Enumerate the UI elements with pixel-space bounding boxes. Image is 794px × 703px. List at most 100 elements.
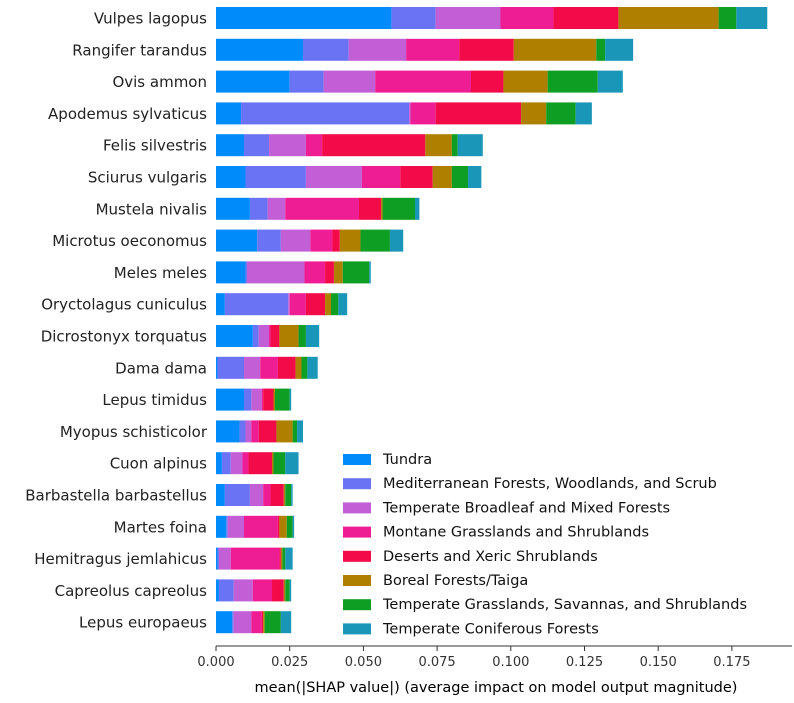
bar-segment-lepus-europaeus-temperate-coniferous-forests xyxy=(280,611,292,634)
y-tick-label-cuon-alpinus: Cuon alpinus xyxy=(110,455,207,473)
bar-segment-sciurus-vulgaris-boreal-forests-taiga xyxy=(432,166,452,188)
bar-segment-dama-dama-montane-grasslands-and-shrublands xyxy=(260,356,278,379)
bar-segment-capreolus-capreolus-mediterranean-forests-woodlands-and-scrub xyxy=(218,579,234,602)
bar-group-mustela-nivalis xyxy=(216,197,420,220)
x-tick-label: 0.000 xyxy=(197,655,234,670)
bar-group-oryctolagus-cuniculus xyxy=(216,293,348,316)
legend-item-tundra: Tundra xyxy=(343,452,432,468)
bar-segment-dama-dama-deserts-and-xeric-shrublands xyxy=(277,356,296,379)
legend-item-temperate-grasslands-savannas-and-shrublands: Temperate Grasslands, Savannas, and Shru… xyxy=(343,597,747,613)
x-tick-label: 0.025 xyxy=(271,655,308,670)
legend-label: Temperate Broadleaf and Mixed Forests xyxy=(382,500,670,516)
bar-segment-ovis-ammon-temperate-coniferous-forests xyxy=(597,70,623,93)
bar-segment-apodemus-sylvaticus-mediterranean-forests-woodlands-and-scrub xyxy=(241,102,410,125)
bar-segment-capreolus-capreolus-montane-grasslands-and-shrublands xyxy=(252,579,273,602)
bar-segment-barbastella-barbastellus-tundra xyxy=(216,484,225,506)
legend-swatch xyxy=(343,623,371,635)
bar-segment-oryctolagus-cuniculus-tundra xyxy=(216,293,225,316)
bar-group-cuon-alpinus xyxy=(216,452,299,475)
bar-segment-dicrostonyx-torquatus-temperate-broadleaf-and-mixed-forests xyxy=(258,325,270,347)
bar-segment-capreolus-capreolus-deserts-and-xeric-shrublands xyxy=(272,579,284,602)
bar-segment-mustela-nivalis-temperate-coniferous-forests xyxy=(414,197,420,220)
bar-segment-sciurus-vulgaris-deserts-and-xeric-shrublands xyxy=(400,166,433,188)
bar-segment-capreolus-capreolus-boreal-forests-taiga xyxy=(283,579,286,602)
plot-area xyxy=(216,7,768,634)
bar-segment-felis-silvestris-tundra xyxy=(216,134,245,157)
bar-segment-microtus-oeconomus-temperate-coniferous-forests xyxy=(389,229,404,252)
bar-segment-dama-dama-temperate-coniferous-forests xyxy=(307,356,318,379)
bar-segment-mustela-nivalis-mediterranean-forests-woodlands-and-scrub xyxy=(249,197,268,220)
bar-group-meles-meles xyxy=(216,261,371,284)
bar-group-barbastella-barbastellus xyxy=(216,484,293,506)
bar-segment-rangifer-tarandus-montane-grasslands-and-shrublands xyxy=(406,38,460,61)
y-tick-label-hemitragus-jemlahicus: Hemitragus jemlahicus xyxy=(34,550,207,568)
y-tick-label-barbastella-barbastellus: Barbastella barbastellus xyxy=(25,487,207,505)
bar-segment-meles-meles-boreal-forests-taiga xyxy=(333,261,343,284)
bar-segment-rangifer-tarandus-temperate-broadleaf-and-mixed-forests xyxy=(348,38,407,61)
bar-segment-rangifer-tarandus-mediterranean-forests-woodlands-and-scrub xyxy=(302,38,349,61)
bar-segment-rangifer-tarandus-boreal-forests-taiga xyxy=(513,38,597,61)
legend-item-mediterranean-forests-woodlands-and-scrub: Mediterranean Forests, Woodlands, and Sc… xyxy=(343,476,717,492)
bar-segment-rangifer-tarandus-temperate-grasslands-savannas-and-shrublands xyxy=(596,38,606,61)
bar-segment-rangifer-tarandus-deserts-and-xeric-shrublands xyxy=(459,38,514,61)
legend-swatch xyxy=(343,502,371,514)
bar-group-dama-dama xyxy=(216,356,318,379)
bar-segment-vulpes-lagopus-temperate-coniferous-forests xyxy=(736,7,768,29)
legend-label: Mediterranean Forests, Woodlands, and Sc… xyxy=(383,476,717,492)
legend-item-temperate-coniferous-forests: Temperate Coniferous Forests xyxy=(343,621,599,637)
bar-segment-vulpes-lagopus-mediterranean-forests-woodlands-and-scrub xyxy=(391,7,436,29)
y-tick-label-lepus-europaeus: Lepus europaeus xyxy=(79,614,207,632)
bar-segment-hemitragus-jemlahicus-boreal-forests-taiga xyxy=(280,547,283,570)
bar-segment-lepus-timidus-temperate-coniferous-forests xyxy=(289,388,292,411)
bar-segment-dicrostonyx-torquatus-boreal-forests-taiga xyxy=(279,325,299,347)
bar-group-myopus-schisticolor xyxy=(216,420,303,443)
bar-segment-meles-meles-temperate-coniferous-forests xyxy=(369,261,371,284)
bar-segment-martes-foina-deserts-and-xeric-shrublands xyxy=(277,515,280,538)
x-tick-label: 0.075 xyxy=(418,655,455,670)
bar-segment-lepus-europaeus-mediterranean-forests-woodlands-and-scrub xyxy=(232,611,234,634)
bar-segment-lepus-europaeus-temperate-broadleaf-and-mixed-forests xyxy=(233,611,252,634)
bar-segment-apodemus-sylvaticus-boreal-forests-taiga xyxy=(521,102,547,125)
bar-segment-martes-foina-temperate-broadleaf-and-mixed-forests xyxy=(227,515,244,538)
bar-segment-microtus-oeconomus-mediterranean-forests-woodlands-and-scrub xyxy=(257,229,281,252)
y-tick-label-capreolus-capreolus: Capreolus capreolus xyxy=(55,582,208,600)
bar-segment-ovis-ammon-mediterranean-forests-woodlands-and-scrub xyxy=(289,70,324,93)
y-tick-label-apodemus-sylvaticus: Apodemus sylvaticus xyxy=(48,105,207,123)
bar-group-dicrostonyx-torquatus xyxy=(216,325,320,347)
bar-segment-oryctolagus-cuniculus-temperate-broadleaf-and-mixed-forests xyxy=(288,293,290,316)
bar-segment-ovis-ammon-deserts-and-xeric-shrublands xyxy=(471,70,504,93)
bar-segment-vulpes-lagopus-temperate-broadleaf-and-mixed-forests xyxy=(435,7,501,29)
bar-segment-lepus-europaeus-deserts-and-xeric-shrublands xyxy=(261,611,264,634)
bar-segment-capreolus-capreolus-temperate-broadleaf-and-mixed-forests xyxy=(233,579,253,602)
bar-segment-meles-meles-montane-grasslands-and-shrublands xyxy=(304,261,326,284)
bar-segment-dicrostonyx-torquatus-temperate-grasslands-savannas-and-shrublands xyxy=(298,325,306,347)
bar-segment-apodemus-sylvaticus-montane-grasslands-and-shrublands xyxy=(410,102,436,125)
bar-segment-ovis-ammon-temperate-broadleaf-and-mixed-forests xyxy=(323,70,376,93)
bar-segment-martes-foina-temperate-coniferous-forests xyxy=(292,515,295,538)
legend-swatch xyxy=(343,478,371,490)
bar-segment-oryctolagus-cuniculus-temperate-coniferous-forests xyxy=(338,293,348,316)
bar-segment-felis-silvestris-deserts-and-xeric-shrublands xyxy=(322,134,426,157)
bar-segment-felis-silvestris-temperate-grasslands-savannas-and-shrublands xyxy=(451,134,458,157)
bar-segment-martes-foina-tundra xyxy=(216,515,227,538)
bar-segment-microtus-oeconomus-temperate-broadleaf-and-mixed-forests xyxy=(280,229,311,252)
bar-segment-cuon-alpinus-montane-grasslands-and-shrublands xyxy=(242,452,249,475)
bar-segment-mustela-nivalis-boreal-forests-taiga xyxy=(381,197,383,220)
bar-group-felis-silvestris xyxy=(216,134,483,157)
bar-segment-capreolus-capreolus-temperate-coniferous-forests xyxy=(289,579,292,602)
bar-segment-dama-dama-boreal-forests-taiga xyxy=(295,356,302,379)
bar-segment-ovis-ammon-montane-grasslands-and-shrublands xyxy=(375,70,471,93)
bar-segment-barbastella-barbastellus-boreal-forests-taiga xyxy=(283,484,286,506)
bar-segment-hemitragus-jemlahicus-montane-grasslands-and-shrublands xyxy=(230,547,280,570)
bar-segment-lepus-europaeus-boreal-forests-taiga xyxy=(263,611,265,634)
legend-label: Temperate Coniferous Forests xyxy=(382,621,599,637)
bar-segment-mustela-nivalis-tundra xyxy=(216,197,250,220)
bar-segment-martes-foina-temperate-grasslands-savannas-and-shrublands xyxy=(286,515,293,538)
bar-segment-barbastella-barbastellus-montane-grasslands-and-shrublands xyxy=(263,484,271,506)
bar-segment-cuon-alpinus-boreal-forests-taiga xyxy=(272,452,274,475)
bar-segment-myopus-schisticolor-mediterranean-forests-woodlands-and-scrub xyxy=(239,420,246,443)
bar-segment-lepus-timidus-mediterranean-forests-woodlands-and-scrub xyxy=(244,388,252,411)
legend-swatch xyxy=(343,454,371,465)
